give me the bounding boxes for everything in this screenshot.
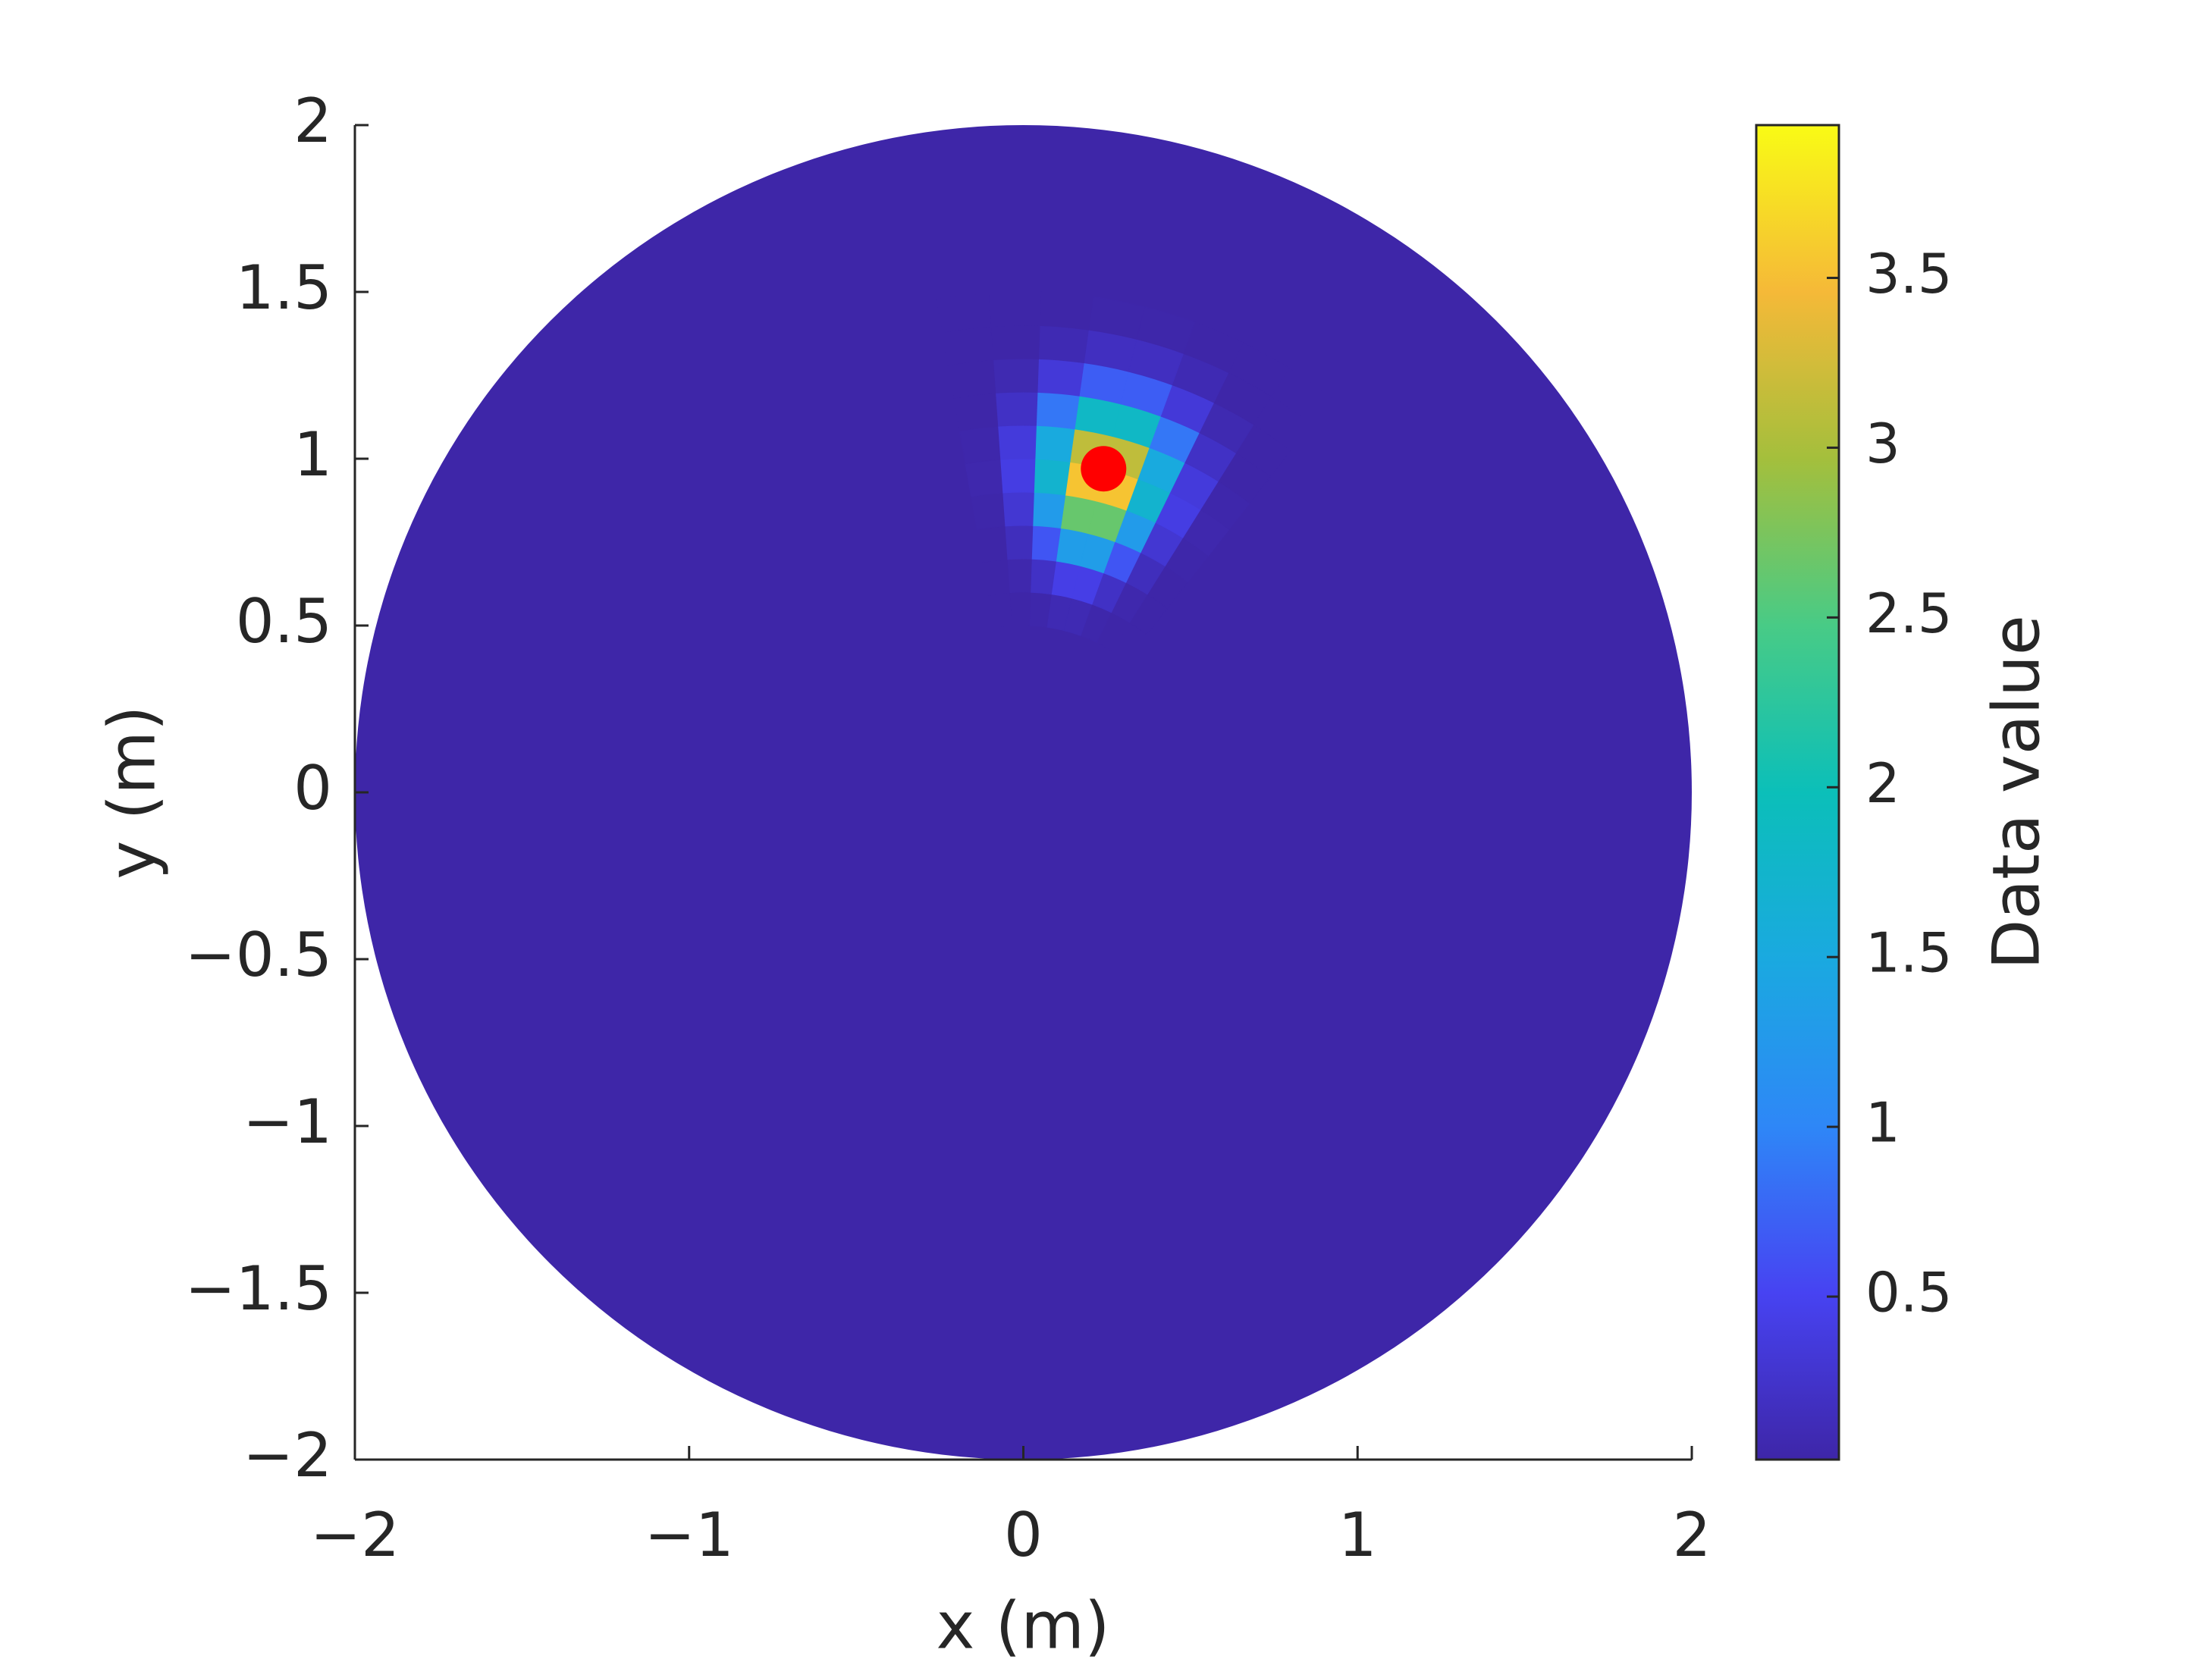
heatmap-cell xyxy=(1030,558,1057,595)
heatmap-cell xyxy=(1002,491,1034,527)
heatmap-cell xyxy=(995,391,1038,427)
heatmap-cell xyxy=(941,325,994,366)
y-tick-label: 1 xyxy=(293,419,332,490)
heatmap-cell xyxy=(1035,391,1080,430)
colorbar-tick-label: 1 xyxy=(1865,1091,1900,1155)
heatmap-cell xyxy=(992,358,1040,394)
y-tick-label: 0 xyxy=(293,753,332,823)
marker-point xyxy=(1081,446,1127,492)
heatmap-cell xyxy=(959,425,1001,465)
heatmap-cell xyxy=(947,359,996,399)
y-tick-label: −1.5 xyxy=(185,1253,332,1324)
x-tick-label: 2 xyxy=(1673,1500,1712,1570)
y-tick-label: 0.5 xyxy=(236,586,332,657)
heatmap-cell xyxy=(999,458,1036,494)
y-tick-label: −0.5 xyxy=(185,920,332,990)
heatmap-cell xyxy=(1032,491,1066,528)
x-tick-label: −1 xyxy=(645,1500,734,1570)
heatmap-cell xyxy=(953,392,999,431)
colorbar-tick-label: 2.5 xyxy=(1865,582,1953,645)
heatmap-cell xyxy=(1034,425,1075,463)
heatmap-cell xyxy=(965,459,1003,497)
heatmap-cell xyxy=(936,293,991,333)
x-tick-label: −2 xyxy=(310,1500,400,1570)
colorbar-label: Data value xyxy=(1978,615,2054,970)
heatmap-cell xyxy=(1031,525,1062,562)
plot-area xyxy=(355,125,1692,1460)
heatmap-cell xyxy=(971,492,1006,530)
heatmap-cell xyxy=(976,525,1008,563)
heatmap-cell xyxy=(1006,558,1032,594)
y-tick-label: −2 xyxy=(243,1420,332,1491)
colorbar-tick-label: 1.5 xyxy=(1865,921,1953,985)
heatmap-cell xyxy=(1009,591,1031,627)
x-tick-label: 0 xyxy=(1004,1500,1043,1570)
heatmap-cell xyxy=(1039,291,1094,331)
colorbar-tick-label: 2 xyxy=(1865,751,1900,815)
disk xyxy=(355,125,1692,1460)
heatmap-cell xyxy=(1037,358,1084,397)
colorbar-tick-label: 0.5 xyxy=(1865,1261,1953,1325)
y-tick-label: −1 xyxy=(243,1087,332,1157)
heatmap-cell xyxy=(990,325,1040,360)
heatmap-cell xyxy=(987,291,1042,328)
heatmap-cell xyxy=(1004,525,1034,560)
y-tick-label: 2 xyxy=(293,86,332,156)
heatmap-cell xyxy=(1033,458,1071,496)
heatmap-cell xyxy=(997,425,1037,460)
heatmap-cell xyxy=(1037,325,1089,364)
y-tick-label: 1.5 xyxy=(236,252,332,323)
colorbar-tick-label: 3 xyxy=(1865,412,1900,475)
colorbar xyxy=(1755,124,1840,1461)
y-axis-label: y (m) xyxy=(94,705,170,879)
x-tick-label: 1 xyxy=(1338,1500,1377,1570)
x-axis-label: x (m) xyxy=(936,1588,1109,1659)
colorbar-tick-label: 3.5 xyxy=(1865,242,1953,306)
